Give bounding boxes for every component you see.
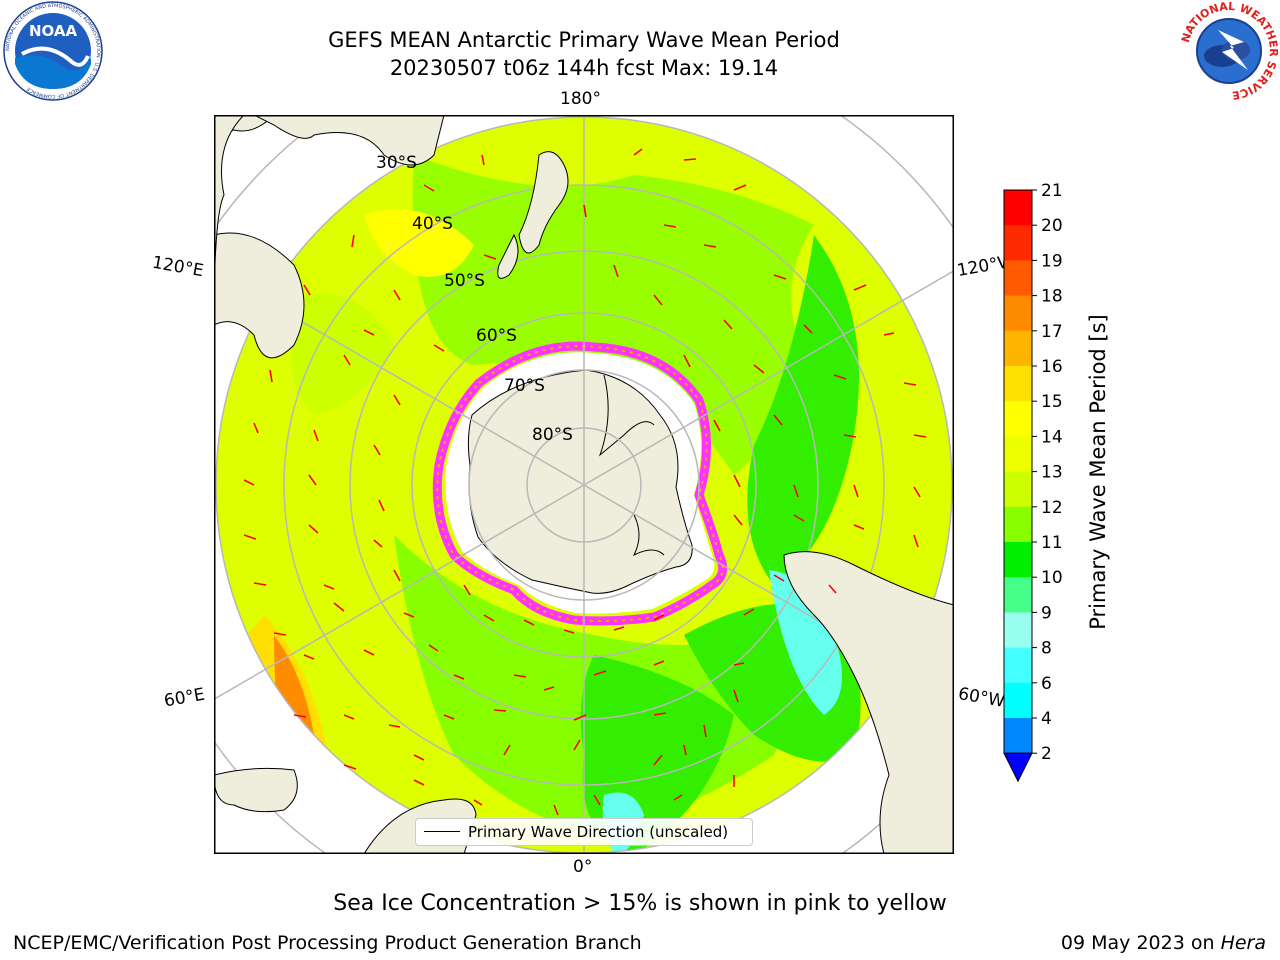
colorbar-tick-label: 14: [1041, 427, 1063, 447]
legend-label: Primary Wave Direction (unscaled): [468, 823, 729, 841]
antarctica-land: [467, 369, 693, 594]
lon-label-180: 180°: [560, 89, 601, 109]
colorbar-tick-label: 2: [1041, 744, 1052, 764]
colorbar-tick-label: 21: [1041, 181, 1063, 201]
colorbar-segment: [1004, 471, 1032, 508]
colorbar-segment: [1004, 260, 1032, 297]
lat-label-60: 60°S: [476, 326, 517, 346]
sea-ice-note: Sea Ice Concentration > 15% is shown in …: [333, 891, 947, 916]
colorbar-tick-label: 6: [1041, 674, 1052, 694]
colorbar-segment: [1004, 647, 1032, 684]
map-legend: Primary Wave Direction (unscaled): [415, 818, 753, 846]
map-title: GEFS MEAN Antarctic Primary Wave Mean Pe…: [328, 28, 840, 52]
colorbar-segment: [1004, 436, 1032, 473]
colorbar-tick-label: 10: [1041, 568, 1063, 588]
map-subtitle: 20230507 t06z 144h fcst Max: 19.14: [389, 56, 779, 80]
colorbar: 21 20 19 18 17 16 15 14 13 12 11 10 9 8 6 4 2: [1003, 181, 1063, 783]
colorbar-tick-label: 20: [1041, 216, 1063, 236]
colorbar-segment: [1004, 401, 1032, 437]
sea-ice-fringe: [432, 341, 728, 626]
lon-label-60e: 60°E: [162, 684, 207, 712]
colorbar-extend-arrow: [1003, 752, 1033, 783]
colorbar-tick-label: 19: [1041, 251, 1063, 271]
colorbar-tick-label: 9: [1041, 603, 1052, 623]
date-stamp: 09 May 2023 on Hera: [1061, 932, 1266, 954]
colorbar-tick-label: 12: [1041, 498, 1063, 518]
colorbar-tick-label: 16: [1041, 357, 1063, 377]
lon-label-120e: 120°E: [150, 252, 206, 282]
lat-label-80: 80°S: [532, 425, 573, 445]
credit-line: NCEP/EMC/Verification Post Processing Pr…: [13, 932, 642, 954]
date-text: 09 May 2023 on: [1060, 932, 1215, 954]
colorbar-segment: [1004, 330, 1032, 367]
colorbar-tick-label: 11: [1041, 533, 1063, 553]
lat-label-50: 50°S: [444, 271, 485, 291]
lat-label-30: 30°S: [376, 153, 417, 173]
svg-text:NOAA: NOAA: [29, 22, 78, 40]
land-masses: [214, 115, 954, 854]
lon-label-0: 0°: [573, 857, 593, 877]
colorbar-tick-label: 17: [1041, 322, 1063, 342]
colorbar-tick-label: 15: [1041, 392, 1063, 412]
host-name: Hera: [1220, 932, 1266, 954]
colorbar-segment: [1004, 718, 1032, 754]
colorbar-segment: [1004, 366, 1032, 402]
colorbar-segment: [1004, 612, 1032, 649]
colorbar-tick-label: 8: [1041, 639, 1052, 659]
colorbar-tick-label: 4: [1041, 709, 1052, 729]
colorbar-segment: [1004, 682, 1032, 719]
wave-direction-arrows: [243, 148, 927, 816]
colorbar-label: Primary Wave Mean Period [s]: [1086, 314, 1110, 630]
colorbar-segment: [1004, 506, 1032, 543]
colorbar-segment: [1004, 225, 1032, 261]
colorbar-segment: [1004, 190, 1032, 226]
lat-label-40: 40°S: [412, 214, 453, 234]
colorbar-tick-label: 18: [1041, 287, 1063, 307]
latitude-labels: 30°S 40°S 50°S 60°S 70°S 80°S: [376, 153, 573, 445]
nws-logo: NATIONAL WEATHER SERVICE: [1179, 0, 1280, 102]
colorbar-segment: [1004, 542, 1032, 578]
lat-label-70: 70°S: [504, 376, 545, 396]
legend-line-swatch: [424, 831, 460, 832]
colorbar-segment: [1004, 577, 1032, 613]
colorbar-segment: [1004, 295, 1032, 332]
polar-map: 30°S 40°S 50°S 60°S 70°S 80°S: [214, 115, 954, 854]
colorbar-tick-label: 13: [1041, 463, 1063, 483]
noaa-logo: NOAA NATIONAL OCEANIC AND ATMOSPHERIC AD…: [3, 1, 103, 101]
